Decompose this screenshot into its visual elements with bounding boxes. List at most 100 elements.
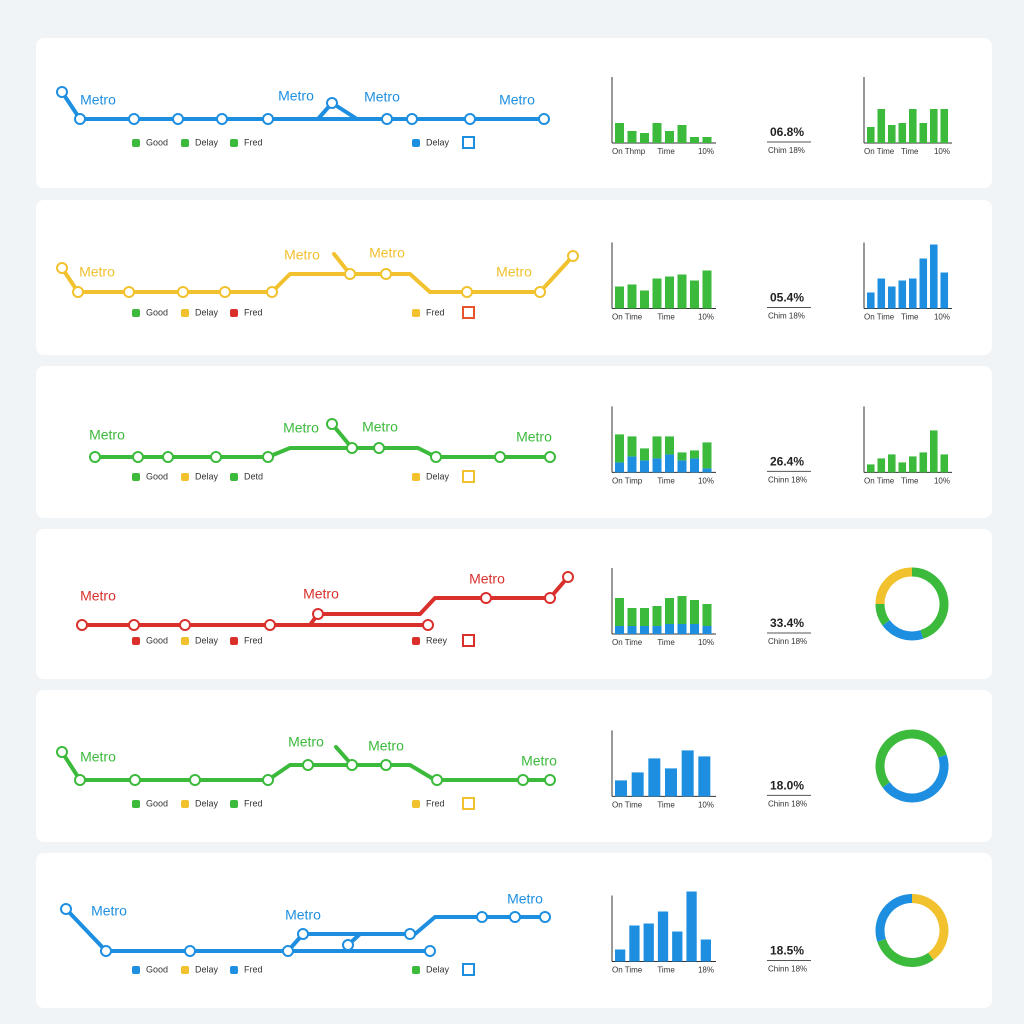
- legend-box: [462, 306, 475, 319]
- legend-swatch: [132, 473, 140, 481]
- station: [123, 286, 135, 298]
- station: [346, 759, 358, 771]
- bar: [677, 624, 687, 634]
- legend-swatch: [412, 637, 420, 645]
- bar: [677, 460, 687, 473]
- station: [262, 113, 274, 125]
- donut-segment: [875, 567, 913, 605]
- chart-label: On Timp: [612, 477, 643, 486]
- bar: [665, 436, 674, 455]
- station: [56, 746, 68, 758]
- metro-label: Metro: [507, 891, 543, 907]
- metro-label: Metro: [364, 89, 400, 105]
- legend-swatch: [132, 139, 140, 147]
- station: [342, 939, 354, 951]
- bar: [629, 925, 640, 962]
- bar: [665, 454, 674, 473]
- station: [430, 451, 442, 463]
- station: [509, 911, 521, 923]
- metro-label: Metro: [303, 586, 339, 602]
- bar: [898, 280, 907, 309]
- bar: [665, 624, 674, 634]
- bar: [919, 452, 928, 473]
- chart-label: On Time: [864, 477, 895, 486]
- legend-swatch: [230, 473, 238, 481]
- station: [326, 97, 338, 109]
- metro-label: Metro: [80, 749, 116, 765]
- bar: [652, 458, 662, 473]
- card: [36, 853, 992, 1008]
- bar: [652, 626, 662, 634]
- chart-label: 10%: [698, 477, 714, 486]
- station: [373, 442, 385, 454]
- chart-label: Time: [657, 313, 675, 322]
- chart-label: Time: [657, 966, 675, 975]
- station: [539, 911, 551, 923]
- bar: [888, 286, 896, 309]
- station: [424, 945, 436, 957]
- bar: [686, 891, 697, 962]
- bar: [640, 290, 649, 309]
- station: [302, 759, 314, 771]
- bar: [690, 624, 699, 634]
- chart-label: On Time: [612, 638, 643, 647]
- donut-segment: [882, 619, 924, 641]
- stat-value: 18.5%: [770, 944, 804, 958]
- station: [344, 268, 356, 280]
- bar: [672, 931, 683, 962]
- bar: [627, 284, 637, 309]
- chart-label: 10%: [698, 147, 714, 156]
- chart-label: 10%: [934, 477, 950, 486]
- bar: [898, 123, 907, 143]
- legend-swatch: [412, 473, 420, 481]
- station: [422, 619, 434, 631]
- legend-label: Delay: [195, 137, 219, 147]
- station: [476, 911, 488, 923]
- bar: [665, 768, 677, 797]
- bar: [640, 608, 649, 626]
- donut-segment: [911, 894, 949, 961]
- station: [431, 774, 443, 786]
- station: [534, 286, 546, 298]
- bar: [615, 598, 624, 626]
- bar: [909, 278, 917, 309]
- station: [262, 451, 274, 463]
- station: [132, 451, 144, 463]
- station: [404, 928, 416, 940]
- card: [36, 690, 992, 842]
- donut-segment: [875, 894, 913, 942]
- stat-caption: Chim 18%: [768, 146, 805, 155]
- bar: [665, 131, 674, 143]
- legend-label: Delay: [195, 964, 219, 974]
- metro-label: Metro: [285, 907, 321, 923]
- donut-segment: [911, 729, 947, 758]
- legend-swatch: [412, 139, 420, 147]
- legend-label: Fred: [244, 137, 263, 147]
- station: [480, 592, 492, 604]
- bar: [640, 133, 649, 143]
- legend-swatch: [132, 966, 140, 974]
- metro-label: Metro: [79, 264, 115, 280]
- bar: [627, 131, 637, 143]
- station: [74, 113, 86, 125]
- bar: [657, 911, 669, 962]
- legend-swatch: [132, 309, 140, 317]
- stat-caption: Chinn 18%: [768, 965, 807, 974]
- legend-swatch: [230, 139, 238, 147]
- metro-label: Metro: [362, 419, 398, 435]
- bar: [888, 125, 896, 143]
- legend-swatch: [230, 966, 238, 974]
- bar: [690, 458, 699, 473]
- chart-label: Time: [657, 638, 675, 647]
- card: [36, 200, 992, 355]
- stat-value: 18.0%: [770, 779, 804, 793]
- legend-swatch: [181, 139, 189, 147]
- card: [36, 38, 992, 188]
- chart-label: 18%: [698, 966, 714, 975]
- bar: [919, 123, 928, 143]
- bar: [940, 272, 949, 309]
- legend-box: [462, 136, 475, 149]
- station: [406, 113, 418, 125]
- legend-swatch: [181, 309, 189, 317]
